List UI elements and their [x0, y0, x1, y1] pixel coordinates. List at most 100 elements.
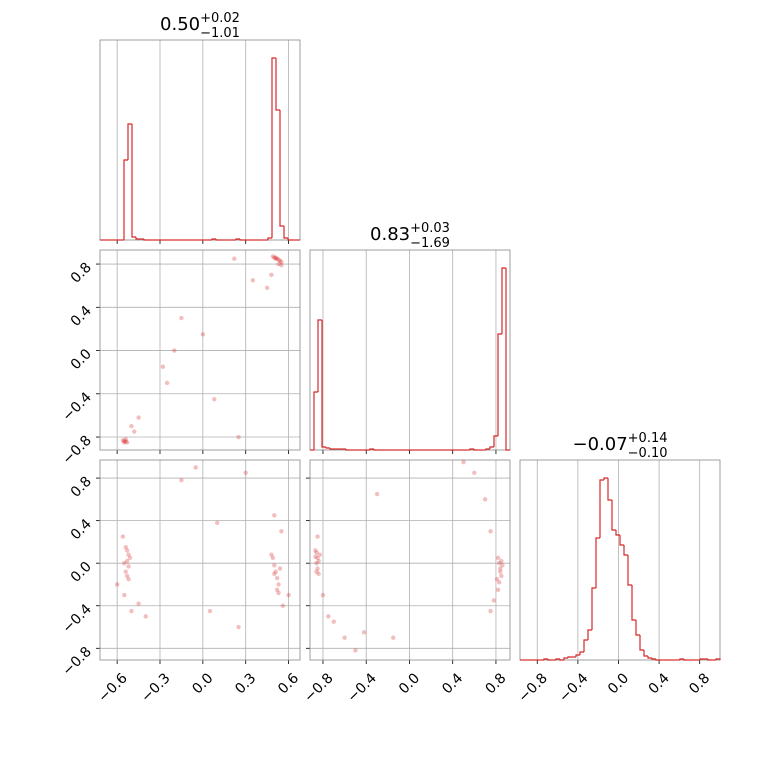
hist-bin — [325, 447, 330, 449]
hist-bin — [603, 477, 608, 480]
scatter-point — [279, 262, 284, 268]
hist-bin — [321, 320, 326, 448]
scatter-point — [272, 563, 277, 568]
hist-bin — [127, 123, 132, 160]
scatter-point — [126, 576, 131, 582]
hist-bin — [493, 435, 498, 447]
hist-bin — [583, 639, 588, 652]
scatter-point — [270, 555, 276, 561]
scatter-point — [172, 348, 177, 353]
scatter-point — [491, 598, 496, 603]
panel-title: 0.50 — [160, 14, 200, 35]
hist-bin — [579, 651, 584, 655]
scatter-point — [316, 558, 321, 564]
scatter-point — [272, 255, 277, 260]
scatter-point — [274, 587, 280, 592]
scatter-point — [314, 560, 319, 566]
hist-bin — [135, 237, 140, 240]
scatter-point — [123, 545, 128, 550]
scatter-point — [264, 285, 270, 291]
hist-bin — [317, 319, 322, 392]
scatter-point — [494, 576, 500, 582]
scatter-point — [315, 534, 320, 539]
hist-bin — [619, 535, 624, 546]
hist-bin — [369, 448, 374, 450]
scatter-point — [274, 575, 280, 581]
title-lower: −1.01 — [200, 26, 240, 41]
scatter-point — [129, 424, 134, 429]
scatter-point — [269, 272, 274, 278]
hist-bin — [131, 124, 136, 238]
scatter-point — [496, 560, 502, 566]
hist-bin — [215, 239, 220, 241]
scatter-point — [122, 439, 127, 444]
scatter-point — [179, 315, 184, 321]
hist-bin — [279, 110, 284, 227]
scatter-point — [273, 569, 278, 574]
scatter-point — [124, 573, 130, 579]
hist-bin — [267, 237, 272, 240]
hist-bin — [329, 448, 334, 450]
scatter-point — [488, 529, 493, 534]
hist-bin — [639, 635, 644, 651]
hist-bin — [575, 654, 580, 657]
scatter-point — [315, 555, 320, 561]
scatter-point — [495, 555, 501, 561]
hist-bin — [543, 658, 548, 660]
hist-bin — [143, 239, 148, 241]
hist-bin — [587, 629, 592, 640]
scatter-point — [123, 569, 128, 574]
panel-title: 0.83 — [370, 224, 410, 245]
title-lower: −1.69 — [410, 236, 450, 251]
title-upper: +0.14 — [628, 431, 668, 446]
scatter-point — [126, 564, 131, 569]
scatter-point — [279, 259, 284, 265]
hist-bin — [599, 479, 604, 538]
scatter-point — [129, 608, 134, 614]
hist-bin — [563, 657, 568, 660]
hist-bin — [591, 587, 596, 630]
scatter-point — [124, 548, 130, 553]
hist-bin — [631, 585, 636, 621]
scatter-point — [313, 554, 318, 560]
scatter-point — [499, 558, 504, 564]
hist-bin — [235, 238, 240, 240]
scatter-point — [276, 582, 281, 587]
panel-frame — [309, 459, 511, 661]
scatter-point — [374, 491, 380, 497]
scatter-point — [273, 255, 278, 260]
scatter-point — [126, 552, 131, 557]
hist-bin — [651, 658, 656, 660]
panel-frame — [99, 459, 301, 661]
hist-bin — [595, 537, 600, 588]
scatter-point — [461, 459, 466, 465]
scatter-point — [276, 257, 281, 262]
hist-bin — [655, 659, 660, 661]
scatter-point — [495, 587, 501, 592]
hist-bin — [635, 620, 640, 636]
scatter-point — [391, 635, 396, 640]
scatter-point — [353, 648, 358, 653]
hist-bin — [683, 659, 688, 661]
scatter-point — [274, 256, 280, 261]
hist-bin — [647, 656, 652, 659]
scatter-point — [482, 497, 488, 502]
title-lower: −0.10 — [628, 446, 668, 461]
scatter-point — [179, 478, 184, 483]
scatter-point — [326, 614, 331, 619]
scatter-point — [276, 590, 281, 596]
scatter-point — [207, 608, 213, 614]
hist-bin — [501, 267, 506, 334]
hist-bin — [497, 333, 502, 436]
scatter-point — [361, 630, 367, 635]
scatter-point — [120, 438, 126, 443]
scatter-point — [136, 601, 141, 606]
panel-frame — [99, 249, 301, 451]
scatter-point — [124, 558, 130, 564]
hist-bin — [547, 659, 552, 661]
scatter-point — [123, 439, 128, 444]
scatter-point — [488, 608, 493, 614]
scatter-point — [277, 258, 283, 264]
scatter-point — [243, 470, 248, 475]
hist-bin — [567, 656, 572, 658]
